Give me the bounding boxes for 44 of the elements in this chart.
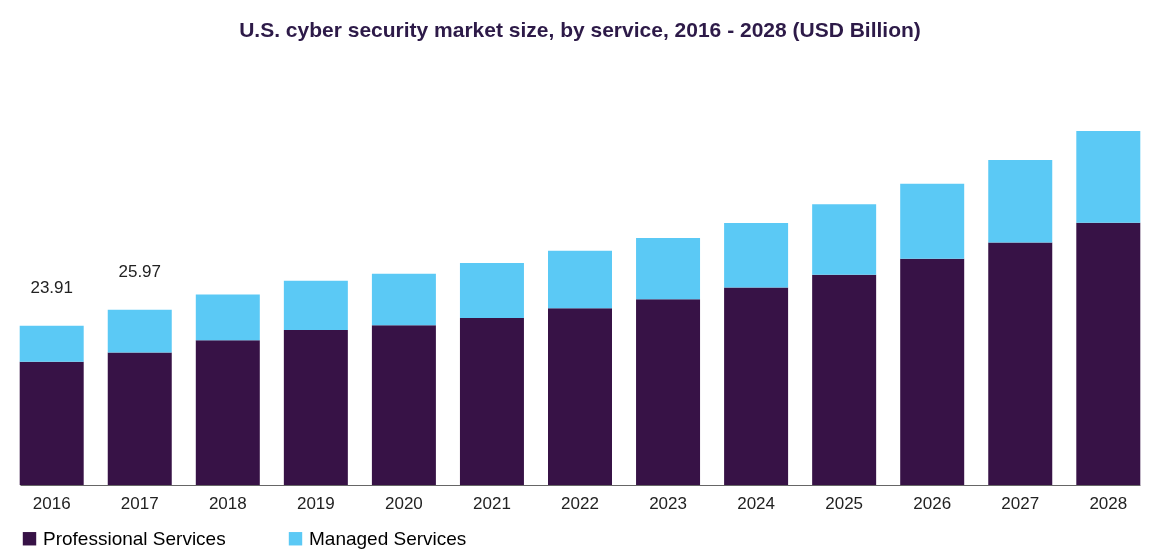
annotation: 23.91: [30, 277, 73, 297]
x-tick-label: 2026: [913, 493, 952, 513]
x-tick-label: 2020: [384, 493, 423, 513]
x-tick-label: 2025: [825, 493, 864, 513]
bar: [988, 160, 1053, 243]
bar: [1076, 222, 1141, 485]
x-tick-label: 2023: [649, 493, 687, 513]
bar: [195, 340, 260, 485]
x-tick-label: 2017: [120, 493, 159, 513]
bar: [283, 280, 348, 330]
bar: [107, 352, 172, 485]
bar: [283, 329, 348, 485]
bar: [459, 263, 524, 318]
annotation: 25.97: [118, 261, 162, 281]
bar: [812, 204, 877, 275]
legend-label: Managed Services: [309, 527, 467, 549]
bar: [988, 242, 1053, 485]
bar: [900, 258, 965, 485]
bar: [371, 325, 436, 485]
bar: [724, 223, 789, 288]
chart-title: U.S. cyber security market size, by service, 2016 - 2028 (USD Billion): [239, 18, 921, 41]
bar: [812, 274, 877, 485]
bar: [19, 325, 84, 362]
bar: [371, 273, 436, 326]
bar: [636, 237, 701, 300]
x-tick-label: 2028: [1089, 493, 1128, 513]
bar: [900, 183, 965, 259]
bar: [636, 299, 701, 485]
bar: [548, 250, 612, 309]
bar: [459, 317, 524, 485]
bar: [195, 294, 260, 341]
bar: [19, 361, 84, 485]
x-tick-label: 2022: [561, 493, 599, 513]
x-tick-label: 2019: [296, 493, 335, 513]
bar: [1076, 131, 1141, 223]
bar: [724, 287, 789, 485]
bar: [548, 308, 612, 485]
x-tick-label: 2024: [737, 493, 776, 513]
x-tick-label: 2027: [1001, 493, 1040, 513]
bar: [107, 309, 172, 353]
x-tick-label: 2018: [208, 493, 247, 513]
legend-label: Professional Services: [43, 527, 226, 549]
x-tick-label: 2016: [32, 493, 71, 513]
x-tick-label: 2021: [473, 493, 511, 513]
